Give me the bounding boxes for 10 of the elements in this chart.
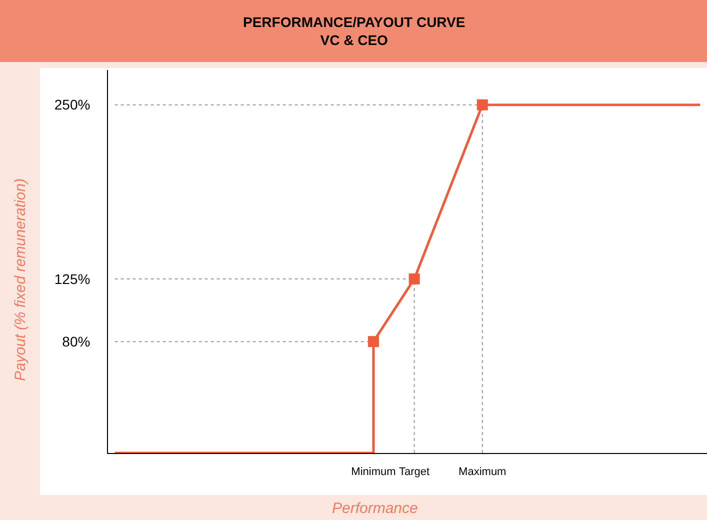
chart-title: PERFORMANCE/PAYOUT CURVE xyxy=(243,14,466,30)
y-tick-label: 125% xyxy=(54,270,90,287)
y-axis-title: Payout (% fixed remuneration) xyxy=(12,178,29,381)
x-tick-label: Minimum xyxy=(351,466,396,478)
y-tick-label: 250% xyxy=(54,96,90,113)
x-tick-label: Maximum xyxy=(458,466,506,478)
x-tick-label: Target xyxy=(399,466,430,478)
chart-subtitle: VC & CEO xyxy=(320,32,388,48)
y-tick-label: 80% xyxy=(62,333,90,350)
x-axis-title: Performance xyxy=(332,500,418,517)
